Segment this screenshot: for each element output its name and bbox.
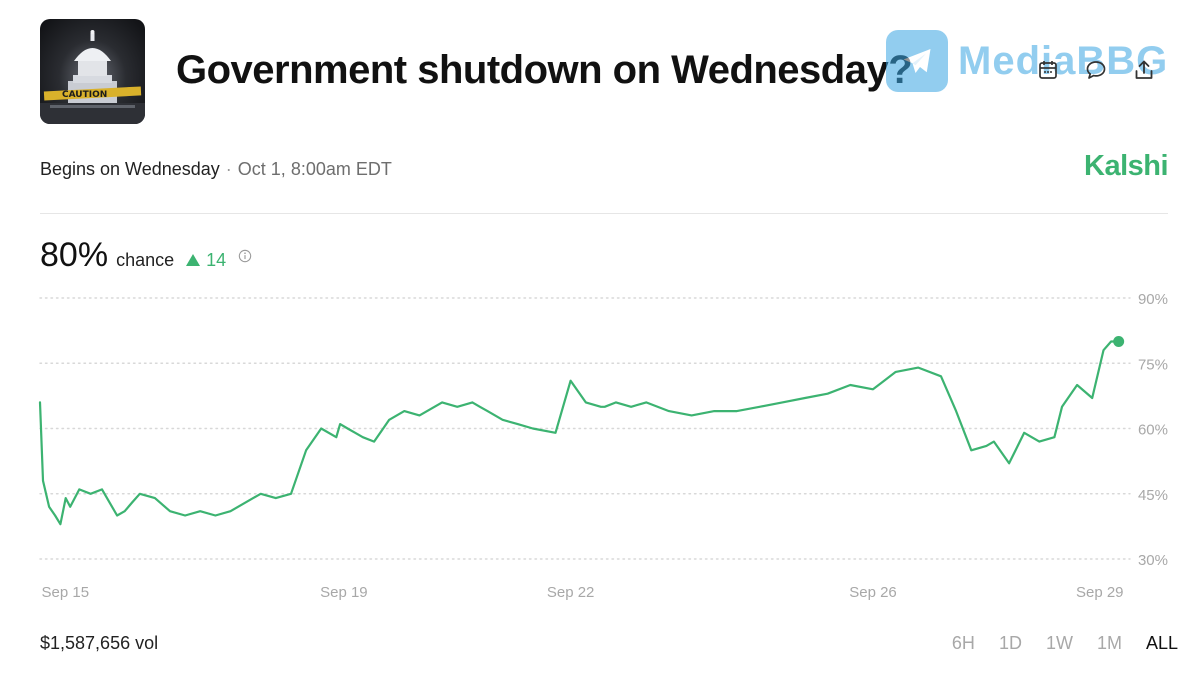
x-tick-label: Sep 22 [547,584,595,601]
x-tick-label: Sep 19 [320,584,368,601]
range-selector: 6H 1D 1W 1M ALL [952,633,1178,654]
subtitle-date: Oct 1, 8:00am EDT [237,159,392,179]
y-tick-label: 60% [1138,422,1168,439]
volume-label: $1,587,656 vol [40,633,159,653]
range-1m[interactable]: 1M [1096,633,1122,653]
range-6h[interactable]: 6H [951,633,975,653]
market-subtitle: Begins on Wednesday · Oct 1, 8:00am EDT [40,159,392,180]
range-all[interactable]: ALL [1145,633,1178,653]
current-value-point[interactable] [1113,336,1125,347]
divider [40,213,1168,214]
price-chart[interactable]: 90% 75% 60% 45% 30% Sep 15 Sep 19 Sep 22 Sep 26 S… [0,280,1200,610]
range-1w[interactable]: 1W [1045,633,1073,653]
market-thumbnail: CAUTION [40,19,145,124]
info-icon[interactable] [238,249,252,263]
y-tick-label: 90% [1138,291,1168,308]
y-tick-label: 45% [1138,487,1168,504]
y-tick-label: 75% [1138,356,1168,373]
y-tick-label: 30% [1138,552,1168,569]
share-icon[interactable] [1132,58,1156,82]
capitol-image: CAUTION [40,30,145,124]
comment-icon[interactable] [1084,58,1108,82]
probability-value: 80% [40,236,109,274]
series-line [38,340,1120,526]
probability-summary: 80% chance 14 [40,236,252,275]
market-title: Government shutdown on Wednesday? [176,48,913,92]
header-actions [1036,58,1156,82]
range-1d[interactable]: 1D [998,633,1022,653]
calendar-icon[interactable] [1036,58,1060,82]
caution-tape-text: CAUTION [62,90,107,100]
subtitle-separator: · [225,159,232,179]
probability-change-value: 14 [206,250,227,270]
probability-label: chance [116,250,175,270]
subtitle-lead: Begins on Wednesday [40,159,220,179]
x-tick-label: Sep 15 [42,584,90,601]
triangle-up-icon [186,254,201,266]
probability-change: 14 [186,250,226,271]
x-tick-label: Sep 26 [849,584,897,601]
x-tick-label: Sep 29 [1076,584,1124,601]
brand-logo[interactable]: Kalshi [1084,150,1169,182]
